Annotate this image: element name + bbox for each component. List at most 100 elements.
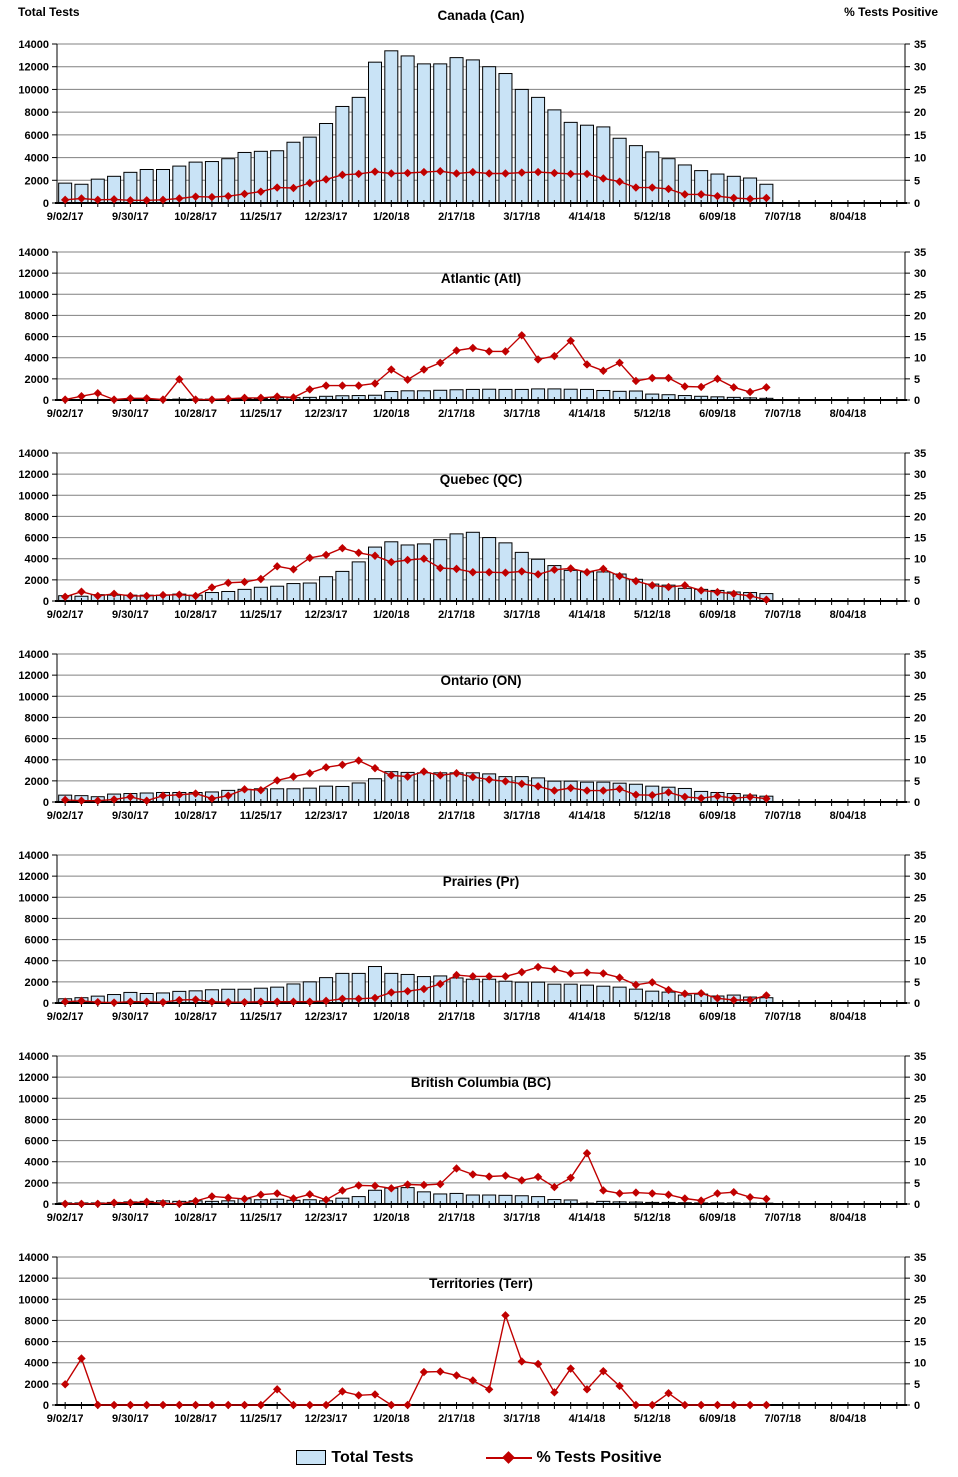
charts-column: 0 0 2000 5 4000 10 6000 15 8000 20 10000 25 12000 30 1…	[0, 8, 958, 1425]
svg-text:4/14/18: 4/14/18	[569, 211, 606, 223]
legend: Total Tests % Tests Positive	[0, 1438, 958, 1477]
svg-text:4000: 4000	[25, 554, 49, 566]
chart-bc: 0 0 2000 5 4000 10 6000 15 8000 20 10000 25 12000 30 1…	[0, 1036, 958, 1237]
chart-title: Ontario (ON)	[441, 673, 522, 688]
svg-text:2000: 2000	[25, 374, 49, 386]
svg-text:7/07/18: 7/07/18	[764, 810, 801, 822]
svg-text:7/07/18: 7/07/18	[764, 408, 801, 420]
svg-text:35: 35	[914, 39, 926, 51]
svg-text:20: 20	[914, 511, 926, 523]
gridlines	[57, 1256, 905, 1385]
svg-text:6/09/18: 6/09/18	[699, 1413, 736, 1425]
svg-text:5/12/18: 5/12/18	[634, 810, 671, 822]
svg-text:9/02/17: 9/02/17	[47, 408, 84, 420]
total-tests-bar-swatch	[296, 1450, 327, 1465]
svg-text:14000: 14000	[18, 850, 49, 862]
axes: 0 0 2000 5 4000 10 6000 15 8000 20 10000 25 12000 30 1…	[18, 1252, 926, 1425]
svg-text:25: 25	[914, 490, 926, 502]
chart-title: Atlantic (Atl)	[441, 271, 521, 286]
svg-text:8000: 8000	[25, 310, 49, 322]
svg-text:4/14/18: 4/14/18	[569, 609, 606, 621]
svg-text:5/12/18: 5/12/18	[634, 408, 671, 420]
svg-text:12/23/17: 12/23/17	[305, 1212, 348, 1224]
svg-text:1/20/18: 1/20/18	[373, 1413, 410, 1425]
svg-text:8/04/18: 8/04/18	[830, 810, 867, 822]
svg-text:9/30/17: 9/30/17	[112, 1413, 149, 1425]
svg-text:9/02/17: 9/02/17	[47, 211, 84, 223]
svg-text:4000: 4000	[25, 353, 49, 365]
svg-text:6000: 6000	[25, 332, 49, 344]
svg-text:1/20/18: 1/20/18	[373, 810, 410, 822]
svg-text:11/25/17: 11/25/17	[240, 1212, 282, 1224]
svg-text:6/09/18: 6/09/18	[699, 1212, 736, 1224]
svg-text:1/20/18: 1/20/18	[373, 1212, 410, 1224]
svg-text:8000: 8000	[25, 1315, 49, 1327]
svg-text:1/20/18: 1/20/18	[373, 211, 410, 223]
svg-text:10/28/17: 10/28/17	[174, 1413, 217, 1425]
svg-text:2/17/18: 2/17/18	[438, 810, 475, 822]
svg-text:7/07/18: 7/07/18	[764, 1413, 801, 1425]
pct-positive-line	[60, 543, 771, 604]
svg-text:30: 30	[914, 871, 926, 883]
pct-positive-line	[60, 331, 771, 404]
chart-title: Canada (Can)	[437, 8, 524, 23]
gridlines	[57, 43, 905, 181]
svg-text:8/04/18: 8/04/18	[830, 408, 867, 420]
svg-text:5: 5	[914, 1379, 920, 1391]
svg-text:12/23/17: 12/23/17	[305, 1011, 348, 1023]
chart-on: 0 0 2000 5 4000 10 6000 15 8000 20 10000 25 12000 30 1…	[0, 634, 958, 835]
svg-text:2/17/18: 2/17/18	[438, 211, 475, 223]
svg-text:14000: 14000	[18, 1252, 49, 1264]
svg-text:2/17/18: 2/17/18	[438, 408, 475, 420]
axes: 0 0 2000 5 4000 10 6000 15 8000 20 10000 25 12000 30 1…	[18, 1051, 926, 1224]
svg-text:10/28/17: 10/28/17	[174, 609, 217, 621]
svg-text:12000: 12000	[18, 62, 49, 74]
svg-text:10000: 10000	[18, 84, 49, 96]
svg-text:12/23/17: 12/23/17	[305, 810, 348, 822]
svg-text:0: 0	[914, 1400, 920, 1412]
svg-text:7/07/18: 7/07/18	[764, 1011, 801, 1023]
svg-text:10: 10	[914, 353, 926, 365]
svg-text:6000: 6000	[25, 130, 49, 142]
svg-text:1/20/18: 1/20/18	[373, 408, 410, 420]
chart-title: Prairies (Pr)	[443, 874, 520, 889]
svg-text:30: 30	[914, 1072, 926, 1084]
svg-text:4000: 4000	[25, 1358, 49, 1370]
svg-text:9/30/17: 9/30/17	[112, 211, 149, 223]
svg-text:20: 20	[914, 913, 926, 925]
svg-text:10/28/17: 10/28/17	[174, 211, 217, 223]
svg-text:6000: 6000	[25, 533, 49, 545]
svg-text:3/17/18: 3/17/18	[503, 1212, 540, 1224]
svg-text:0: 0	[43, 395, 49, 407]
svg-text:8000: 8000	[25, 511, 49, 523]
svg-text:7/07/18: 7/07/18	[764, 609, 801, 621]
legend-label-total-tests: Total Tests	[331, 1448, 414, 1466]
svg-text:25: 25	[914, 84, 926, 96]
svg-text:9/02/17: 9/02/17	[47, 609, 84, 621]
svg-text:3/17/18: 3/17/18	[503, 408, 540, 420]
svg-text:4/14/18: 4/14/18	[569, 408, 606, 420]
legend-label-pct-positive: % Tests Positive	[536, 1448, 662, 1466]
svg-text:11/25/17: 11/25/17	[240, 1413, 282, 1425]
pct-positive-line	[60, 1149, 771, 1208]
svg-text:20: 20	[914, 107, 926, 119]
svg-text:30: 30	[914, 1273, 926, 1285]
svg-text:12/23/17: 12/23/17	[305, 211, 348, 223]
svg-text:35: 35	[914, 1051, 926, 1063]
svg-text:35: 35	[914, 448, 926, 460]
right-axis-title: % Tests Positive	[844, 5, 938, 19]
svg-text:9/30/17: 9/30/17	[112, 1212, 149, 1224]
svg-text:0: 0	[43, 998, 49, 1010]
svg-text:10/28/17: 10/28/17	[174, 810, 217, 822]
svg-text:11/25/17: 11/25/17	[240, 810, 282, 822]
svg-text:3/17/18: 3/17/18	[503, 211, 540, 223]
svg-text:11/25/17: 11/25/17	[240, 609, 282, 621]
svg-text:5/12/18: 5/12/18	[634, 1413, 671, 1425]
svg-text:10/28/17: 10/28/17	[174, 1212, 217, 1224]
svg-text:10: 10	[914, 1157, 926, 1169]
svg-text:10000: 10000	[18, 490, 49, 502]
svg-text:0: 0	[914, 395, 920, 407]
svg-text:6000: 6000	[25, 734, 49, 746]
can-plot: 0 0 2000 5 4000 10 6000 15 8000 20 10000 25 12000 30 1…	[18, 8, 926, 223]
svg-text:5/12/18: 5/12/18	[634, 609, 671, 621]
